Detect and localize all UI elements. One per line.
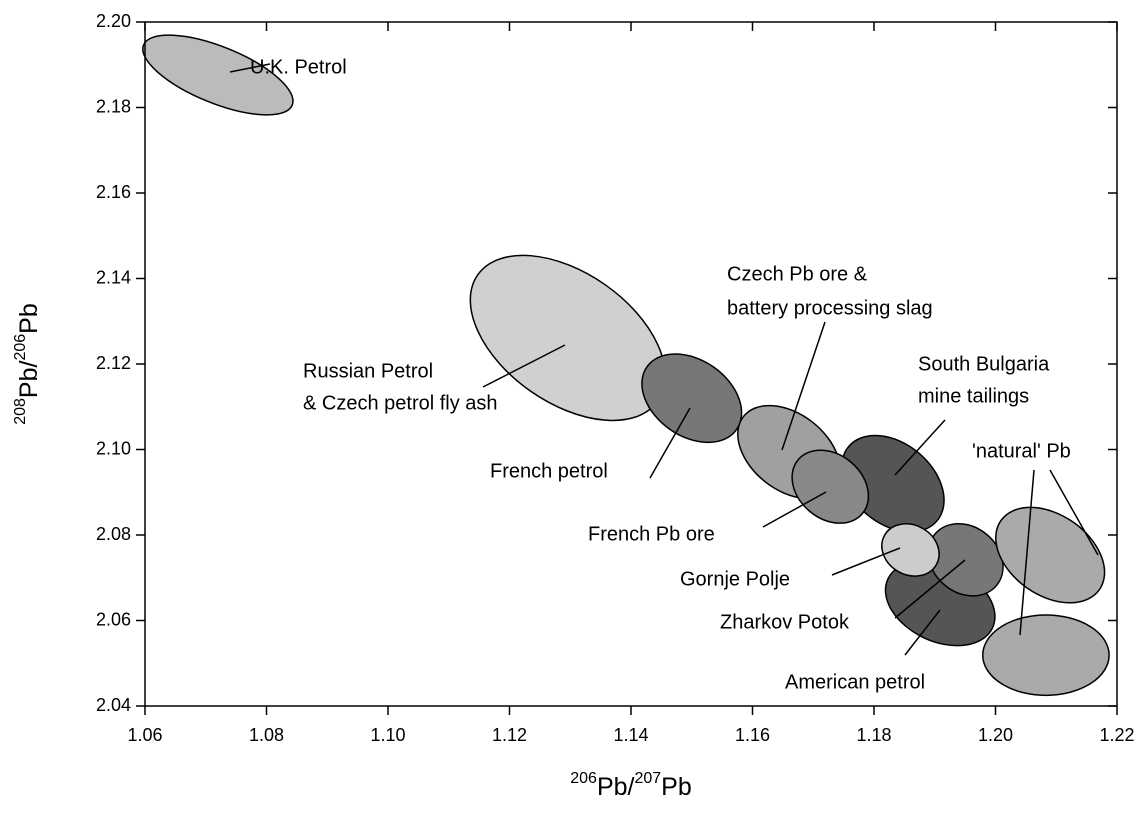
ylabel-axis-label: 208Pb/206Pb bbox=[12, 303, 42, 425]
leader-line bbox=[781, 321, 826, 451]
region-label: Gornje Polje bbox=[680, 568, 790, 590]
region-label: U.K. Petrol bbox=[250, 56, 347, 78]
field-ellipse bbox=[927, 522, 1004, 597]
field-ellipse bbox=[791, 449, 870, 524]
leader-line bbox=[762, 491, 827, 528]
leader-line bbox=[831, 547, 901, 576]
y-tick-label: 2.20 bbox=[96, 11, 131, 31]
x-tick-label: 1.12 bbox=[492, 725, 527, 745]
field-ellipse bbox=[881, 523, 940, 577]
x-tick-label: 1.10 bbox=[370, 725, 405, 745]
x-tick-label: 1.14 bbox=[613, 725, 648, 745]
field-ellipse bbox=[469, 254, 667, 422]
region-label: Russian Petrol bbox=[303, 360, 433, 382]
y-tick-label: 2.04 bbox=[96, 695, 131, 715]
superscript: 208 bbox=[12, 398, 29, 425]
y-tick-label: 2.08 bbox=[96, 524, 131, 544]
leader-line bbox=[649, 407, 691, 479]
superscript: 206 bbox=[570, 770, 597, 787]
x-tick-label: 1.16 bbox=[735, 725, 770, 745]
region-label: mine tailings bbox=[918, 385, 1029, 407]
region-label: battery processing slag bbox=[727, 297, 933, 319]
region-label: French Pb ore bbox=[588, 523, 715, 545]
leader-line bbox=[904, 609, 941, 656]
region-label: & Czech petrol fly ash bbox=[303, 392, 498, 414]
xlabel-axis-label: 206Pb/207Pb bbox=[570, 770, 692, 800]
x-tick-label: 1.08 bbox=[249, 725, 284, 745]
x-tick-label: 1.22 bbox=[1099, 725, 1134, 745]
region-label: French petrol bbox=[490, 460, 608, 482]
field-ellipse bbox=[981, 614, 1110, 697]
y-tick-label: 2.16 bbox=[96, 182, 131, 202]
leader-line bbox=[229, 63, 271, 73]
label-part: Pb bbox=[661, 773, 692, 801]
region-label: Zharkov Potok bbox=[720, 611, 850, 633]
region-label: Czech Pb ore & bbox=[727, 263, 868, 285]
region-label: South Bulgaria bbox=[918, 353, 1050, 375]
x-tick-label: 1.18 bbox=[856, 725, 891, 745]
x-tick-label: 1.20 bbox=[978, 725, 1013, 745]
y-tick-label: 2.06 bbox=[96, 609, 131, 629]
y-tick-label: 2.14 bbox=[96, 267, 131, 287]
leader-line bbox=[894, 419, 946, 476]
leader-line bbox=[482, 344, 566, 388]
superscript: 207 bbox=[634, 770, 661, 787]
region-label: 'natural' Pb bbox=[972, 440, 1071, 462]
field-ellipse bbox=[142, 34, 294, 116]
y-tick-label: 2.10 bbox=[96, 438, 131, 458]
y-tick-label: 2.18 bbox=[96, 96, 131, 116]
leader-line bbox=[894, 559, 966, 619]
leader-line bbox=[1049, 469, 1099, 556]
field-ellipse bbox=[641, 353, 743, 444]
label-part: Pb/ bbox=[15, 360, 43, 398]
leader-line bbox=[1019, 469, 1035, 636]
label-part: Pb/ bbox=[597, 773, 635, 801]
field-ellipse bbox=[840, 434, 945, 533]
x-tick-label: 1.06 bbox=[127, 725, 162, 745]
region-label: American petrol bbox=[785, 671, 925, 693]
label-part: Pb bbox=[15, 303, 43, 334]
field-ellipse bbox=[995, 506, 1106, 604]
superscript: 206 bbox=[12, 334, 29, 361]
y-tick-label: 2.12 bbox=[96, 353, 131, 373]
